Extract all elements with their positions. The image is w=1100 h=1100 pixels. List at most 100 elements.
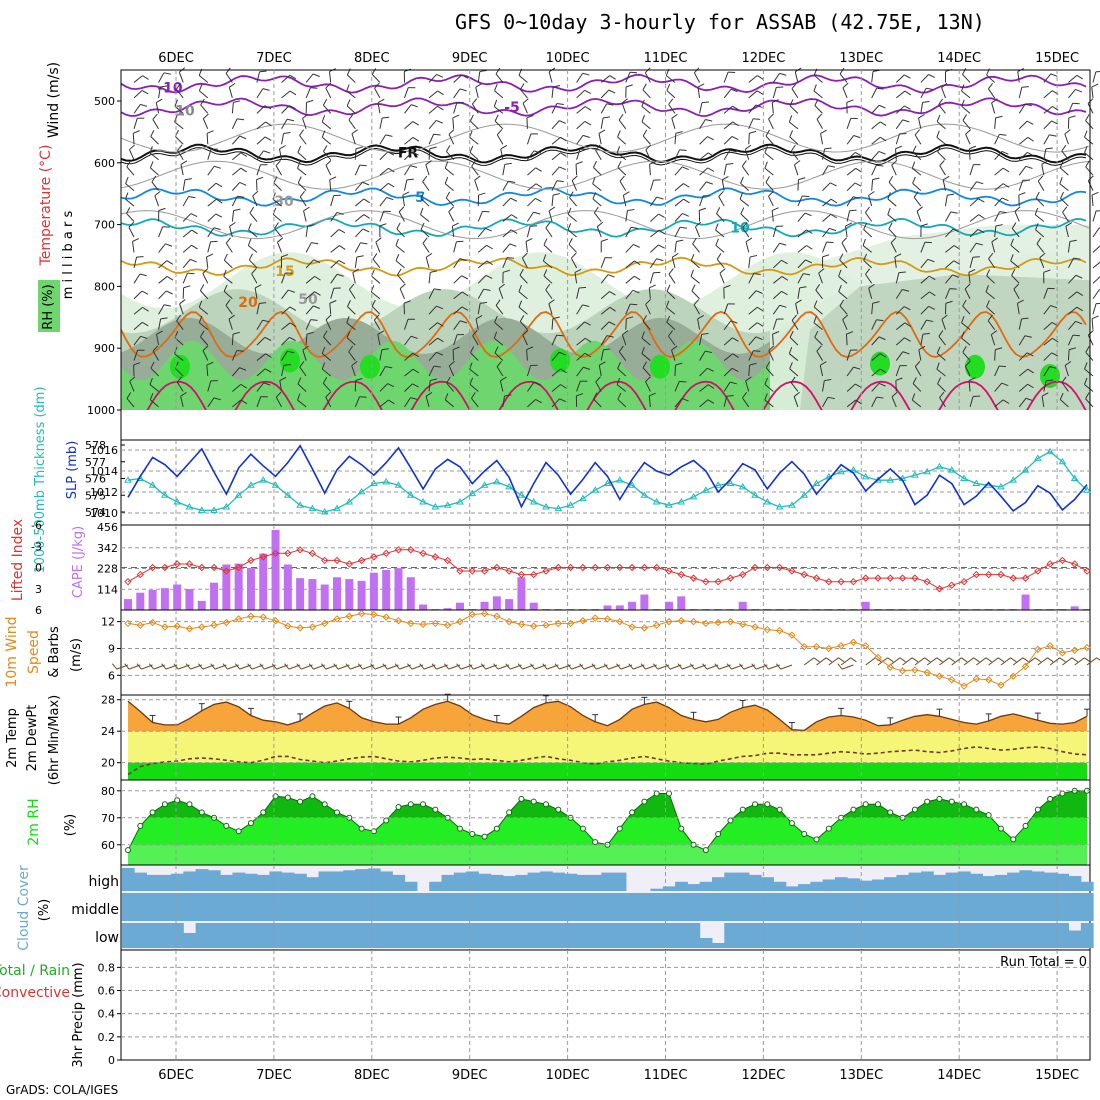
wind-speed-point [456, 617, 464, 626]
barb-flag [753, 118, 761, 120]
barb-staff [600, 306, 611, 315]
wind-barb [895, 365, 907, 377]
wind-speed-point [861, 642, 870, 650]
wind-barb [969, 395, 981, 408]
barb-flag [163, 72, 171, 75]
cloud-middle-bar [1043, 893, 1057, 921]
cloud-high-bar [466, 871, 479, 891]
cloud-middle-bar [552, 893, 565, 921]
barb-staff [699, 399, 709, 408]
barb-flag [642, 315, 647, 322]
barb-staff [281, 337, 290, 346]
barb-staff [674, 183, 684, 191]
barb-staff [938, 104, 946, 114]
barb-flag [141, 321, 149, 327]
li-axis-label: Lifted Index [10, 519, 26, 601]
barb-flag [437, 105, 444, 111]
cloud-low-bar [343, 923, 356, 948]
wind-barb [765, 176, 774, 191]
wind-barb [249, 206, 258, 222]
barb-flag [1018, 192, 1026, 196]
wind-barb [297, 176, 307, 191]
barb-flag [479, 69, 487, 73]
wind-barb [495, 299, 504, 315]
barb-flag [1011, 268, 1016, 276]
wind-barb [641, 99, 651, 114]
barb-staff [502, 243, 511, 253]
barb-staff [621, 334, 627, 346]
barb-staff [527, 399, 536, 408]
wind-barb [772, 225, 784, 238]
barb-flag [333, 663, 339, 670]
wind-barb [444, 161, 454, 176]
barb-staff [772, 334, 774, 346]
barb-staff [133, 290, 143, 300]
barb-staff [1018, 383, 1028, 392]
barb-flag [576, 393, 584, 397]
barb-staff [502, 164, 506, 176]
wind-barb [1084, 130, 1094, 145]
wind-barb [551, 398, 567, 408]
barb-flag [312, 73, 320, 77]
cape-bar [529, 602, 538, 610]
wind-barb [1011, 268, 1020, 284]
wind-barb [791, 82, 799, 99]
barb-flag [827, 165, 836, 168]
barb-flag [630, 303, 638, 306]
barb-flag [668, 330, 673, 337]
cloud-high-bar [183, 871, 197, 891]
barb-flag [248, 253, 254, 261]
barb-flag [1084, 130, 1088, 138]
barb-flag [584, 106, 592, 111]
barb-staff [329, 303, 332, 315]
barb-staff [816, 119, 823, 130]
wind-barb [842, 314, 849, 330]
barb-flag [286, 118, 295, 122]
wind-barb [969, 242, 984, 253]
li-point [333, 556, 341, 565]
barb-staff [699, 181, 707, 191]
cape-bar [1021, 594, 1030, 610]
precip-tick-label: 0.6 [98, 985, 116, 998]
wind-barb [868, 283, 875, 299]
barb-staff [150, 136, 159, 145]
barb-staff [600, 117, 604, 129]
barb-flag [556, 180, 564, 183]
wind-barb [797, 245, 813, 253]
cloud-middle-bar [798, 893, 811, 921]
rh2m-point [1010, 836, 1017, 843]
barb-flag [714, 663, 720, 670]
barb-flag [781, 276, 789, 281]
wind-barb [1010, 254, 1020, 269]
cloud-low-bar [871, 923, 885, 948]
barb-staff [793, 396, 799, 408]
barb-staff [453, 320, 461, 330]
li-point [394, 546, 403, 554]
barb-flag [410, 397, 418, 400]
barb-flag [876, 87, 884, 90]
barb-staff [723, 337, 733, 346]
wind-barb [666, 83, 676, 99]
wind-barb [403, 178, 414, 191]
barb-flag [1072, 102, 1080, 105]
pressure-tick-label: 1000 [87, 404, 115, 417]
barb-flag [584, 337, 592, 343]
cloud-low-bar [687, 923, 701, 948]
barb-staff [969, 164, 974, 176]
barb-staff [1068, 306, 1078, 315]
barb-staff [846, 349, 851, 361]
barb-staff [493, 337, 504, 346]
wind-axis-label-units: (m/s) [69, 638, 84, 672]
cloud-low-bar [1068, 930, 1082, 948]
barb-staff [1085, 120, 1094, 130]
wind-barb [231, 331, 240, 346]
cloud-middle-bar [625, 893, 639, 921]
barb-staff [256, 368, 266, 377]
wind-barb [297, 145, 307, 161]
wind-barb [182, 258, 197, 269]
cloud-middle-bar [343, 893, 356, 921]
barb-flag [732, 121, 739, 127]
wind-barb [625, 71, 637, 83]
li-point [566, 563, 575, 572]
barb-staff [232, 399, 242, 408]
